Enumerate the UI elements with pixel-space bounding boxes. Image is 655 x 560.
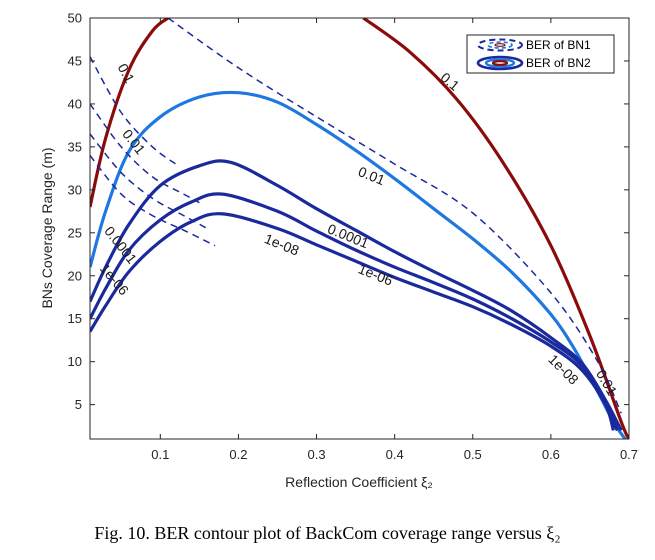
x-tick-label: 0.6 [542, 447, 560, 462]
x-tick-label: 0.4 [386, 447, 404, 462]
contour-label: 0.1 [438, 69, 463, 94]
plot-frame [89, 17, 630, 440]
x-tick-label: 0.2 [229, 447, 247, 462]
x-axis-label: Reflection Coefficient ξ₂ [285, 474, 433, 490]
y-tick-label: 15 [68, 311, 82, 326]
y-axis-label: BNs Coverage Range (m) [39, 147, 55, 308]
bn2-contour-0.1 [90, 18, 170, 208]
y-tick-label: 5 [75, 397, 82, 412]
x-tick-label: 0.5 [464, 447, 482, 462]
x-tick-label: 0.1 [151, 447, 169, 462]
legend: BER of BN1 BER of BN2 [466, 34, 615, 74]
y-tick-label: 45 [68, 53, 82, 68]
y-tick-label: 35 [68, 139, 82, 154]
y-tick-label: 50 [68, 11, 82, 26]
bn2-contour-1e-08 [90, 212, 615, 431]
contour-label: 0.01 [356, 163, 387, 188]
x-tick-label: 0.3 [307, 447, 325, 462]
bn1-contour-0.0001 [90, 103, 200, 204]
y-tick-label: 20 [68, 268, 82, 283]
legend-icon-bn1 [477, 38, 523, 52]
x-tick-label: 0.7 [620, 447, 638, 462]
bn2-contour-0.1 [362, 18, 629, 439]
y-tick-label: 30 [68, 182, 82, 197]
contour-label: 0.1 [115, 61, 138, 86]
figure-caption: Fig. 10. BER contour plot of BackCom cov… [94, 523, 561, 543]
bn1-contour-0.01 [90, 56, 177, 165]
bn1-contour-1e-08 [90, 155, 216, 247]
bn2-contour-0.0001 [90, 159, 623, 432]
bn2-contour-1e-06 [90, 192, 619, 432]
y-axis: 5 10 15 20 25 30 35 40 45 50 [68, 11, 629, 412]
legend-label-bn2: BER of BN2 [526, 56, 591, 70]
bn1-contour-1e-06 [90, 133, 208, 230]
legend-label-bn1: BER of BN1 [526, 38, 591, 52]
x-axis: 0.1 0.2 0.3 0.4 0.5 0.6 0.7 [151, 18, 638, 462]
y-tick-label: 25 [68, 225, 82, 240]
bn2-contour-0.01 [90, 90, 627, 439]
legend-icon-bn2 [476, 55, 524, 71]
y-tick-label: 40 [68, 96, 82, 111]
y-tick-label: 10 [68, 354, 82, 369]
contour-lines [90, 18, 629, 439]
